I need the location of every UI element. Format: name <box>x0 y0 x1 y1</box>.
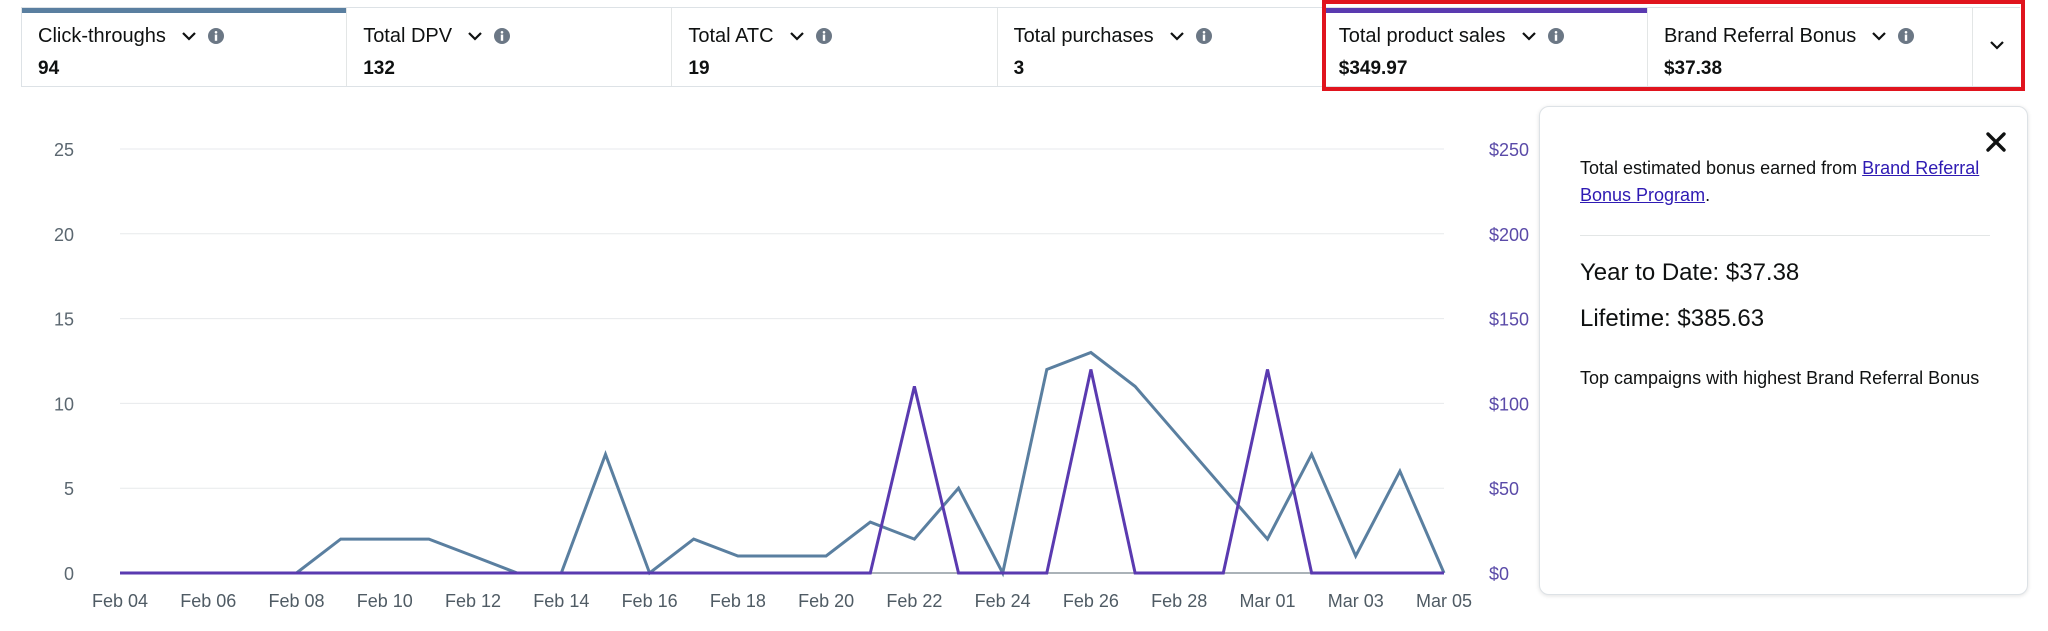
top-campaigns-heading: Top campaigns with highest Brand Referra… <box>1580 368 1980 388</box>
metric-tile-total-product-sales[interactable]: Total product sales $349.97 <box>1321 8 1647 86</box>
right-y-tick-label: $250 <box>1489 140 1529 160</box>
close-icon[interactable] <box>1983 129 2009 155</box>
chevron-down-icon[interactable] <box>180 27 198 45</box>
right-y-tick-label: $100 <box>1489 394 1529 414</box>
panel-description-end: . <box>1705 185 1711 205</box>
x-tick-label: Feb 22 <box>886 591 942 611</box>
metric-label: Total purchases <box>1013 24 1154 47</box>
metric-label: Total ATC <box>688 24 774 47</box>
metric-value: 94 <box>38 58 60 79</box>
metric-tile-brand-referral-bonus[interactable]: Brand Referral Bonus $37.38 <box>1646 8 1973 86</box>
info-icon[interactable] <box>494 28 511 44</box>
info-icon[interactable] <box>1195 28 1212 44</box>
left-y-tick-label: 5 <box>64 479 74 499</box>
tile-accent <box>1322 8 1647 13</box>
x-tick-label: Feb 26 <box>1063 591 1119 611</box>
tile-accent <box>22 8 347 13</box>
metric-value: $349.97 <box>1338 58 1408 79</box>
metric-value: 19 <box>688 58 710 79</box>
panel-description: Total estimated bonus earned from Brand … <box>1580 155 1980 209</box>
chevron-down-icon[interactable] <box>1870 27 1888 45</box>
metric-bar: Click-throughs 94 Total DPV 132 Total AT… <box>21 7 2020 87</box>
metric-value: 132 <box>363 58 395 79</box>
metric-tile-total-dpv[interactable]: Total DPV 132 <box>346 8 672 86</box>
series-line-click-throughs <box>120 350 1446 578</box>
x-tick-label: Feb 14 <box>533 591 589 611</box>
right-y-tick-label: $200 <box>1489 225 1529 245</box>
metric-value: 3 <box>1013 58 1025 79</box>
series-line-total-product-sales <box>120 369 1444 575</box>
brand-referral-bonus-popover: Total estimated bonus earned from Brand … <box>1539 106 2028 595</box>
chevron-down-icon[interactable] <box>466 27 484 45</box>
metric-tile-total-purchases[interactable]: Total purchases 3 <box>996 8 1322 86</box>
x-tick-label: Feb 08 <box>269 591 325 611</box>
info-icon[interactable] <box>1898 28 1915 44</box>
year-to-date-stat: Year to Date: $37.38 <box>1580 259 1800 286</box>
right-y-tick-label: $0 <box>1489 564 1509 584</box>
left-y-tick-label: 25 <box>54 140 74 160</box>
x-tick-label: Feb 18 <box>710 591 766 611</box>
metric-value: $37.38 <box>1663 58 1723 79</box>
lifetime-stat: Lifetime: $385.63 <box>1580 305 1765 332</box>
info-icon[interactable] <box>815 28 832 44</box>
left-y-tick-label: 10 <box>54 394 74 414</box>
x-tick-label: Feb 06 <box>180 591 236 611</box>
left-y-tick-label: 0 <box>64 564 74 584</box>
panel-divider <box>1580 235 1990 236</box>
metric-label: Total DPV <box>363 24 453 47</box>
x-tick-label: Mar 05 <box>1416 591 1472 611</box>
metric-tile-click-throughs[interactable]: Click-throughs 94 <box>21 8 347 86</box>
x-tick-label: Feb 12 <box>445 591 501 611</box>
left-y-tick-label: 15 <box>54 310 74 330</box>
metric-label: Brand Referral Bonus <box>1663 24 1857 47</box>
x-tick-label: Mar 03 <box>1328 591 1384 611</box>
x-tick-label: Mar 01 <box>1239 591 1295 611</box>
right-y-tick-label: $150 <box>1489 310 1529 330</box>
chevron-down-icon[interactable] <box>788 27 806 45</box>
chevron-down-icon[interactable] <box>1520 27 1538 45</box>
x-tick-label: Feb 16 <box>622 591 678 611</box>
right-y-tick-label: $50 <box>1489 479 1519 499</box>
x-tick-label: Feb 04 <box>92 591 148 611</box>
x-tick-label: Feb 20 <box>798 591 854 611</box>
left-y-tick-label: 20 <box>54 225 74 245</box>
metric-tile-total-atc[interactable]: Total ATC 19 <box>671 8 997 86</box>
brand-referral-program-link[interactable]: Brand Referral Bonus Program <box>1580 158 1980 205</box>
chevron-down-icon[interactable] <box>1168 27 1186 45</box>
metric-label: Click-throughs <box>38 24 166 47</box>
info-icon[interactable] <box>207 28 224 44</box>
info-icon[interactable] <box>1547 28 1564 44</box>
x-tick-label: Feb 24 <box>975 591 1031 611</box>
x-tick-label: Feb 28 <box>1151 591 1207 611</box>
panel-description-text: Total estimated bonus earned from <box>1580 158 1863 178</box>
x-tick-label: Feb 10 <box>357 591 413 611</box>
expand-metrics-button[interactable] <box>1972 8 2020 86</box>
chevron-down-icon[interactable] <box>1988 36 2006 59</box>
metric-label: Total product sales <box>1338 24 1506 47</box>
